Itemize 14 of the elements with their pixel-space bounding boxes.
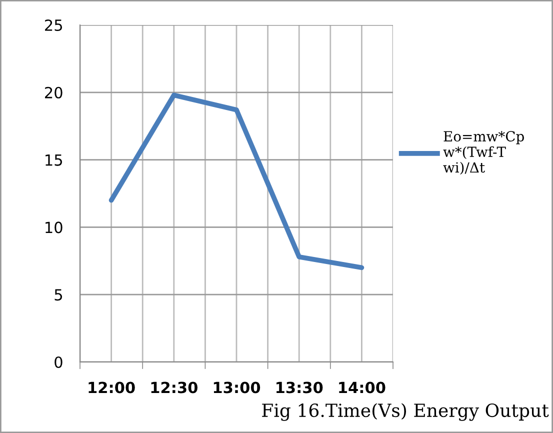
x-tick-label: 13:30 <box>276 382 323 394</box>
legend-label: Eo=mw*Cpw*(Twf-Twi)/Δt <box>443 131 524 175</box>
x-tick-label: 12:30 <box>151 382 198 394</box>
x-tick-label: 14:00 <box>339 382 386 394</box>
line-series <box>108 92 364 270</box>
y-tick-label: 10 <box>46 222 62 234</box>
x-tick-label: 13:00 <box>214 382 260 394</box>
y-tick-label: 20 <box>45 86 62 98</box>
y-tick-label: 15 <box>46 154 62 166</box>
y-tick-label: 5 <box>54 289 62 301</box>
y-tick-label: 25 <box>45 19 62 32</box>
y-tick-label: 0 <box>54 356 62 368</box>
x-tick-label: 12:00 <box>88 382 135 394</box>
caption: Fig 16.Time(Vs) Energy Output <box>262 403 549 421</box>
